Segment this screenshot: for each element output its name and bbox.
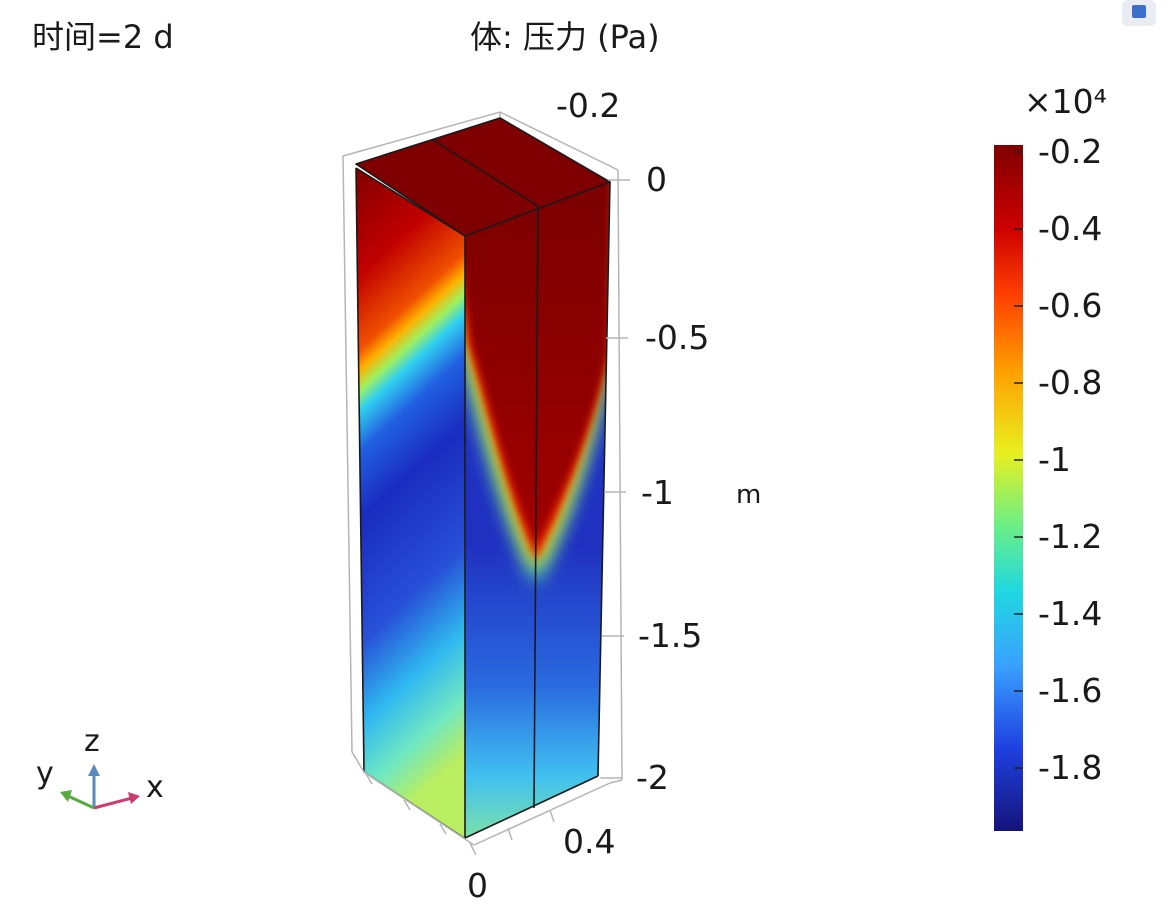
colorbar-tick-label: -1.2 (1038, 517, 1103, 556)
z-tick-label: -0.5 (645, 318, 710, 357)
colorbar-tick-label: -1.6 (1038, 671, 1103, 710)
axes-frame (342, 111, 623, 781)
time-label: 时间=2 d (32, 18, 174, 56)
z-tick-label: -1.5 (638, 616, 703, 655)
z-axis-ticks (600, 179, 630, 779)
colorbar-tick-label: -1.8 (1038, 748, 1103, 787)
colorbar-tick-label: -1.4 (1038, 594, 1103, 633)
x-axis-ticks (365, 773, 555, 856)
colorbar-tick-label: -1 (1038, 440, 1071, 479)
triad-x-label: x (146, 770, 164, 805)
z-tick-label: -1 (641, 473, 674, 512)
z-tick-label: -0.2 (556, 86, 621, 125)
top-face (356, 118, 610, 236)
axis-triad (60, 764, 140, 810)
colorbar-tick-label: -0.8 (1038, 363, 1103, 402)
plot-title: 体: 压力 (Pa) (470, 18, 660, 56)
plot-settings-icon[interactable] (1122, 0, 1156, 26)
z-tick-label: 0 (646, 160, 667, 199)
right-face (465, 182, 610, 838)
triad-y-label: y (36, 756, 54, 791)
colorbar-tick-label: -0.6 (1038, 286, 1103, 325)
bottom-frame (351, 751, 623, 846)
z-tick-label: -2 (636, 758, 669, 797)
left-face (356, 168, 465, 838)
x-tick-label: 0.4 (563, 822, 616, 861)
colorbar-tick-label: -0.2 (1038, 132, 1103, 171)
colorbar-multiplier: ×10⁴ (1024, 82, 1107, 121)
colorbar (994, 145, 1023, 831)
colorbar-ticks (1014, 151, 1023, 769)
z-axis-unit: m (736, 480, 762, 510)
x-tick-label: 0 (467, 866, 488, 905)
colorbar-tick-label: -0.4 (1038, 209, 1103, 248)
triad-z-label: z (84, 724, 100, 759)
